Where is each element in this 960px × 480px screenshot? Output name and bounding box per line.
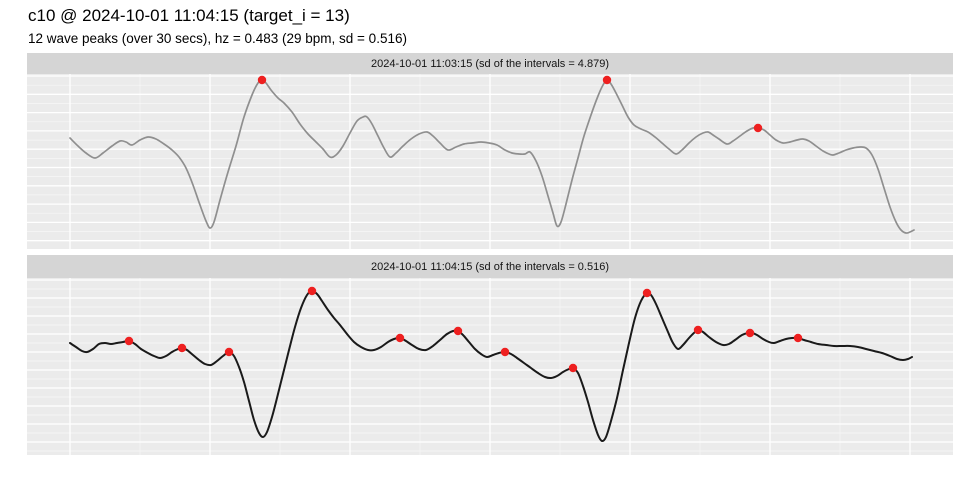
peak-marker [693, 325, 703, 335]
facet-strip-2-label: 2024-10-01 11:04:15 (sd of the intervals… [371, 260, 609, 273]
wave-plot-1 [27, 74, 953, 249]
peak-marker [453, 326, 463, 336]
peak-marker [568, 363, 578, 373]
peak-marker [745, 328, 755, 338]
wave-plot-2 [27, 278, 953, 455]
facet-strip-2: 2024-10-01 11:04:15 (sd of the intervals… [27, 255, 953, 278]
peak-marker [257, 75, 267, 85]
chart-subtitle: 12 wave peaks (over 30 secs), hz = 0.483… [28, 31, 407, 46]
peak-marker [177, 343, 187, 353]
peak-marker [307, 286, 317, 296]
peak-marker [124, 336, 134, 346]
peak-marker [395, 333, 405, 343]
peak-marker [793, 333, 803, 343]
peak-marker [753, 123, 763, 133]
peak-marker [224, 347, 234, 357]
peak-marker [642, 288, 652, 298]
peak-marker [602, 75, 612, 85]
facet-strip-1-label: 2024-10-01 11:03:15 (sd of the intervals… [371, 57, 609, 70]
chart-title: c10 @ 2024-10-01 11:04:15 (target_i = 13… [28, 6, 350, 25]
peak-marker [500, 347, 510, 357]
facet-strip-1: 2024-10-01 11:03:15 (sd of the intervals… [27, 53, 953, 74]
